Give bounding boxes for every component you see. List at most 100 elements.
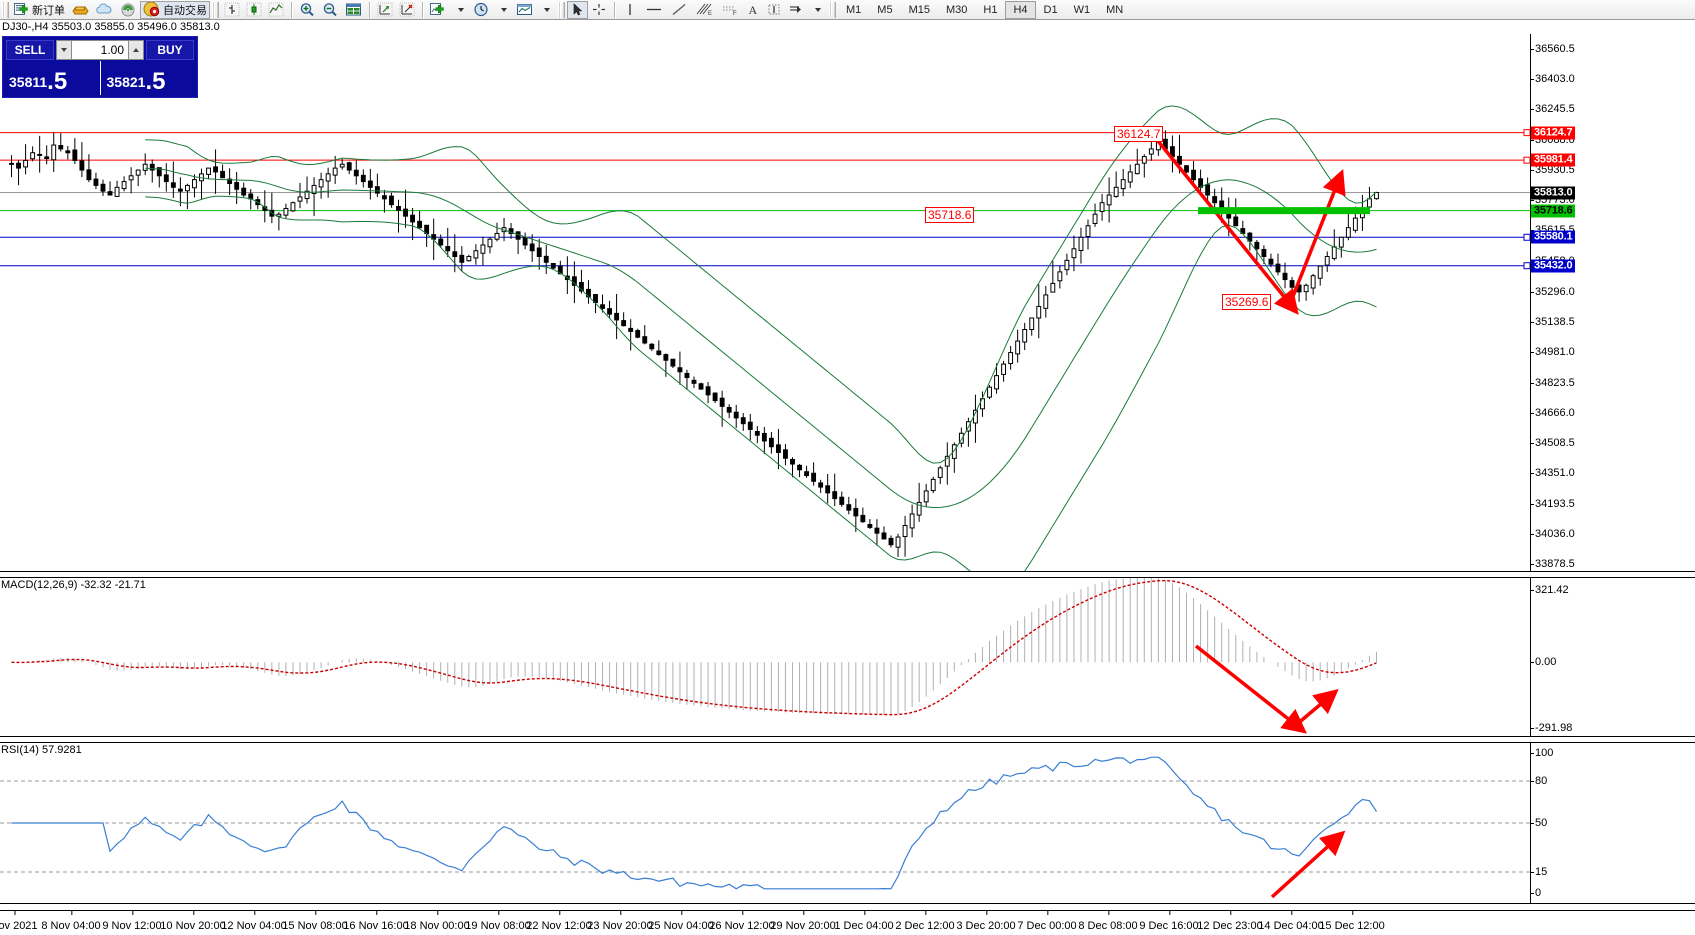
rsi-axis-tick: 80 — [1530, 775, 1548, 787]
time-axis-tick: 15 Nov 08:00 — [282, 911, 348, 932]
gold-bar-icon — [72, 6, 89, 15]
annotation-35718-6[interactable]: 35718.6 — [925, 207, 975, 223]
timeframe-button-w1[interactable]: W1 — [1066, 1, 1099, 19]
price-label-support-level-1[interactable]: 35580.1 — [1531, 230, 1576, 244]
timeframe-label: H4 — [1013, 3, 1028, 16]
toolbar-sep-3 — [422, 1, 423, 18]
time-axis-tick: 9 Nov 12:00 — [102, 911, 162, 932]
templates-button[interactable] — [513, 1, 536, 19]
timeframe-button-d1[interactable]: D1 — [1036, 1, 1066, 19]
rsi-pane[interactable]: RSI(14) 57.9281 100 80 50 15 0 — [0, 742, 1695, 904]
trendline-button[interactable] — [667, 1, 691, 19]
fibonacci-button[interactable]: E — [691, 1, 717, 19]
horizontal-line-button[interactable] — [641, 1, 667, 19]
price-label-support-level-green[interactable]: 35718.6 — [1531, 204, 1576, 218]
rsi-axis-tick: 0 — [1530, 887, 1542, 899]
new-order-icon — [14, 3, 28, 15]
label-button[interactable]: F — [717, 1, 743, 19]
chevron-down-icon — [501, 7, 507, 12]
indicator-add-icon — [430, 3, 444, 15]
auto-scroll-button[interactable] — [374, 1, 396, 19]
price-label-support-level-2[interactable]: 35432.0 — [1531, 259, 1576, 273]
macd-axis-tick: -291.98 — [1530, 722, 1573, 734]
timeframe-button-m1[interactable]: M1 — [838, 1, 869, 19]
auto-trading-button[interactable]: 自动交易 — [140, 0, 210, 19]
data-window-button[interactable] — [342, 1, 365, 19]
timeframe-label: MN — [1106, 3, 1124, 16]
rsi-axis-tick: 100 — [1530, 747, 1554, 759]
time-axis-tick: 8 Dec 08:00 — [1078, 911, 1138, 932]
volume-input[interactable]: 1.00 — [72, 40, 128, 60]
toolbar-grip-1[interactable] — [2, 1, 9, 18]
cursor-button[interactable] — [567, 0, 588, 19]
crosshair-button[interactable] — [588, 1, 610, 19]
buy-button[interactable]: BUY — [146, 40, 194, 60]
price-label-resistance-level-2[interactable]: 35981.4 — [1531, 153, 1576, 167]
indicators-button[interactable] — [427, 1, 450, 19]
toolbar-grip-2[interactable] — [212, 1, 219, 18]
annotation-36124-7[interactable]: 36124.7 — [1114, 126, 1164, 142]
volume-increment-button[interactable] — [128, 40, 144, 60]
price-pane[interactable]: SELL 1.00 BUY 35811.5 35 — [0, 34, 1695, 572]
gold-bar-button[interactable] — [68, 1, 92, 19]
cloud-button[interactable] — [92, 1, 116, 19]
text-label-button[interactable] — [763, 1, 785, 19]
price-level-handle[interactable] — [1523, 233, 1530, 241]
annotation-35269-6[interactable]: 35269.6 — [1222, 294, 1272, 310]
vertical-line-button[interactable] — [619, 1, 641, 19]
timeframe-button-m15[interactable]: M15 — [901, 1, 938, 19]
macd-axis[interactable]: 321.42 0.00 -291.98 — [1530, 578, 1695, 736]
sell-price[interactable]: 35811.5 — [3, 61, 100, 95]
timeframe-label: M5 — [877, 3, 893, 16]
volume-stepper[interactable]: 1.00 — [56, 40, 144, 60]
toolbar-grip-4[interactable] — [829, 1, 836, 18]
indicators-dropdown[interactable] — [450, 1, 470, 19]
sell-button[interactable]: SELL — [6, 40, 54, 60]
down-trendline-price[interactable] — [1156, 139, 1299, 315]
macd-pane[interactable]: MACD(12,26,9) -32.32 -21.71 321.42 0.00 -2… — [0, 577, 1695, 737]
one-click-trading-panel[interactable]: SELL 1.00 BUY 35811.5 35 — [2, 36, 198, 98]
price-level-handle[interactable] — [1523, 262, 1530, 270]
templates-dropdown[interactable] — [536, 1, 556, 19]
price-axis-tick: 35296.0 — [1531, 285, 1575, 298]
periods-dropdown[interactable] — [493, 1, 513, 19]
volume-decrement-button[interactable] — [56, 40, 72, 60]
clock-icon — [474, 2, 488, 17]
zoom-out-button[interactable] — [319, 1, 342, 19]
zoom-in-icon — [300, 3, 314, 17]
up-trendline-rsi[interactable] — [1270, 830, 1346, 899]
price-axis[interactable]: 36560.5 36403.0 36245.5 36088.0 35930.5 35773… — [1530, 34, 1695, 571]
candlestick-chart-type-button[interactable] — [243, 1, 265, 19]
svg-text:E: E — [708, 11, 712, 17]
signal-button[interactable] — [116, 1, 140, 19]
price-label-last-price[interactable]: 35813.0 — [1531, 186, 1576, 200]
rsi-axis[interactable]: 100 80 50 15 0 — [1530, 743, 1695, 903]
zoom-in-button[interactable] — [296, 1, 319, 19]
timeframe-button-m30[interactable]: M30 — [938, 1, 975, 19]
timeframe-button-m5[interactable]: M5 — [869, 1, 900, 19]
time-axis-tick: 14 Dec 04:00 — [1258, 911, 1324, 932]
price-label-resistance-level-1[interactable]: 36124.7 — [1531, 126, 1576, 140]
trendline-icon — [672, 4, 686, 15]
arrows-dropdown[interactable] — [807, 1, 827, 19]
periods-button[interactable] — [470, 1, 493, 19]
timeframe-button-h4[interactable]: H4 — [1005, 0, 1036, 19]
up-trendline-macd[interactable] — [1294, 688, 1339, 727]
line-chart-type-button[interactable] — [265, 1, 287, 19]
price-level-handle[interactable] — [1523, 156, 1530, 164]
up-trendline-price[interactable] — [1288, 168, 1346, 305]
text-button[interactable]: A — [743, 1, 763, 19]
buy-price[interactable]: 35821.5 — [101, 61, 198, 95]
bar-chart-type-button[interactable] — [221, 1, 243, 19]
price-level-handle[interactable] — [1523, 129, 1530, 137]
chart-shift-button[interactable] — [396, 1, 418, 19]
rsi-pane-inner: RSI(14) 57.9281 — [0, 743, 1695, 903]
toolbar-grip-3[interactable] — [558, 1, 565, 18]
down-trendline-macd[interactable] — [1194, 644, 1307, 734]
new-order-button[interactable]: 新订单 — [11, 1, 68, 19]
timeframe-button-h1[interactable]: H1 — [975, 1, 1005, 19]
chart-area[interactable]: SELL 1.00 BUY 35811.5 35 — [0, 34, 1695, 935]
timeframe-button-mn[interactable]: MN — [1098, 1, 1131, 19]
arrows-button[interactable] — [785, 1, 807, 19]
